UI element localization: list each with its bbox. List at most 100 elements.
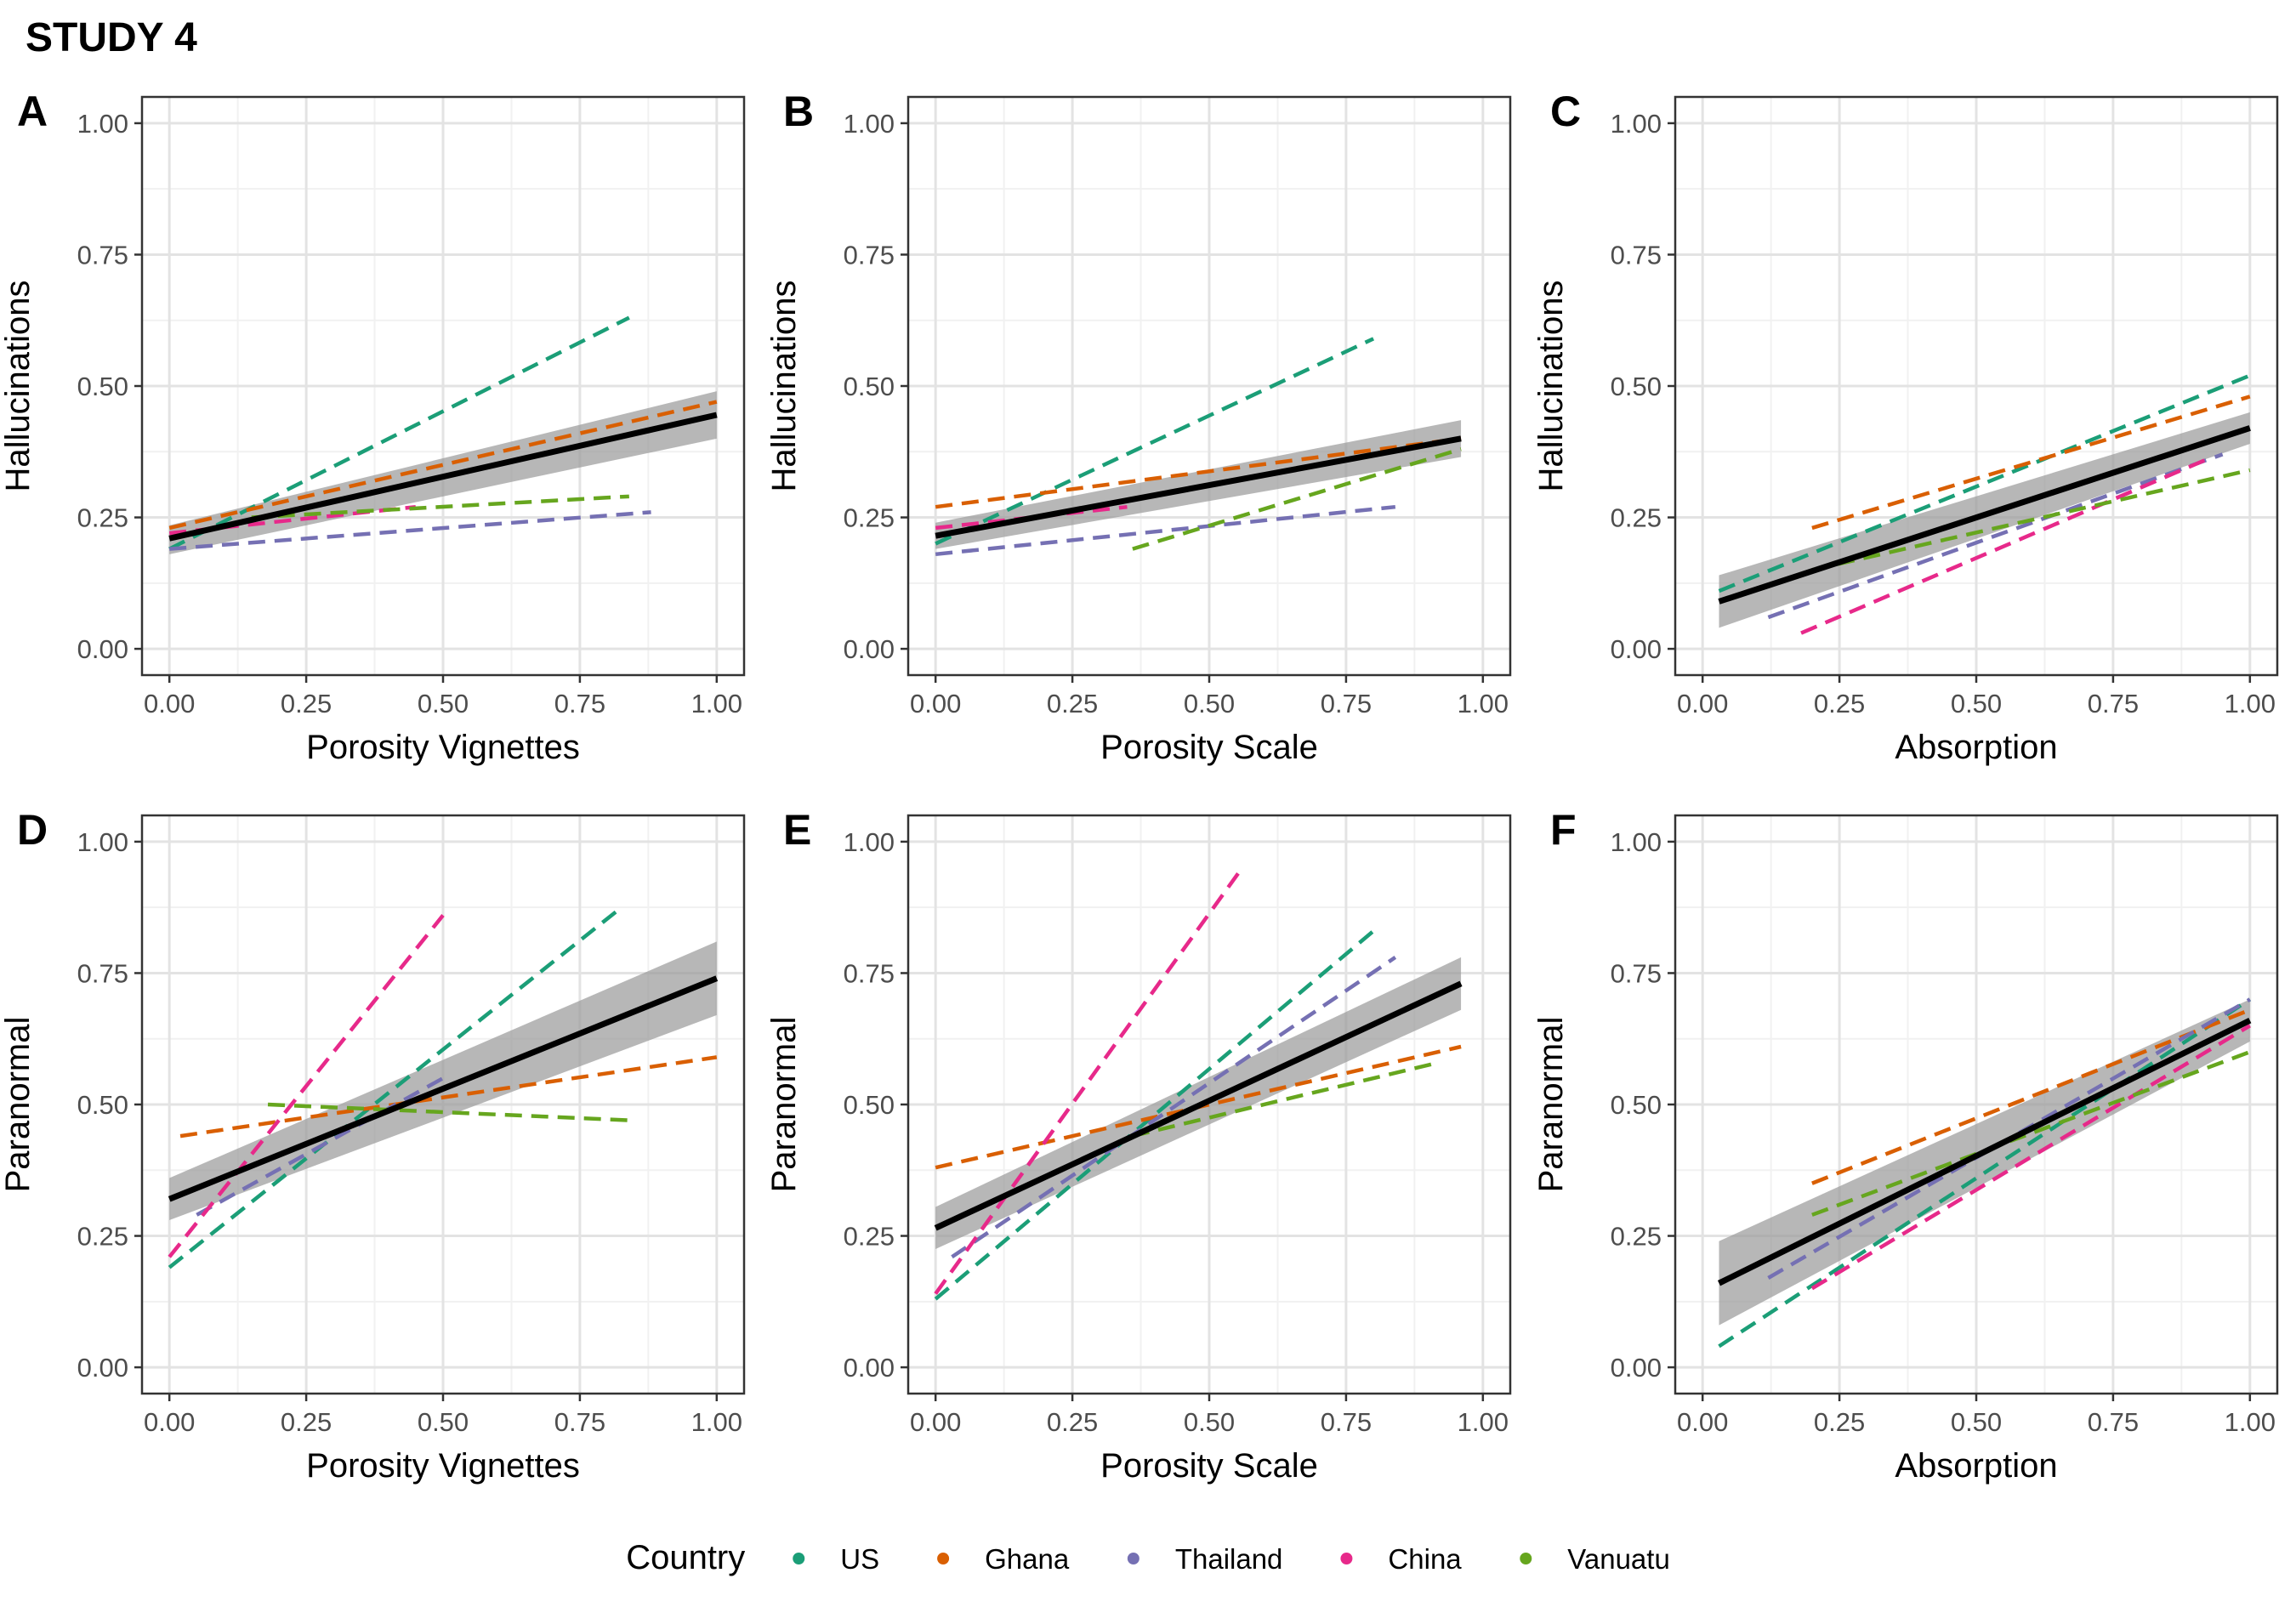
x-tick-label: 1.00 [1458, 1407, 1509, 1437]
y-tick-label: 1.00 [1611, 109, 1662, 139]
x-tick-label: 0.00 [1677, 689, 1728, 718]
panel-b: 0.00 0.25 0.50 0.75 1.00 0.00 0.25 0.50 0.75 1.00… [765, 88, 1512, 766]
study-title: STUDY 4 [26, 15, 197, 60]
x-tick-label: 0.75 [554, 689, 605, 718]
overall-fit-line [934, 980, 1463, 1231]
grid [1675, 97, 2277, 675]
legend-label-ghana: Ghana [985, 1543, 1070, 1575]
x-tick-label: 0.00 [144, 1407, 195, 1437]
legend-label-china: China [1388, 1543, 1462, 1575]
fit-line-ghana [179, 1055, 718, 1139]
legend-label-vanuatu: Vanuatu [1567, 1543, 1670, 1575]
y-tick-label: 0.00 [1611, 1353, 1662, 1383]
grid [142, 97, 744, 675]
y-tick-label: 0.75 [844, 240, 895, 270]
overall-fit-line [168, 975, 719, 1202]
legend-key-vanuatu [1520, 1553, 1532, 1564]
x-tick-label: 0.50 [418, 689, 469, 718]
x-tick-label: 0.50 [1184, 689, 1235, 718]
y-tick-label: 0.75 [77, 240, 128, 270]
overall-fit-ci-ribbon [1719, 999, 2250, 1326]
x-tick-label: 0.00 [1677, 1407, 1728, 1437]
legend-key-ghana [937, 1553, 950, 1564]
panel-letter: D [17, 806, 48, 854]
y-tick-label: 0.00 [77, 634, 128, 664]
x-tick-label: 0.75 [2088, 1407, 2139, 1437]
panel-a: 0.00 0.25 0.50 0.75 1.00 0.00 0.25 0.50 0.75 1.00… [0, 88, 746, 766]
x-tick-label: 0.50 [418, 1407, 469, 1437]
x-tick-label: 0.25 [281, 689, 332, 718]
fit-line-vanuatu [251, 494, 629, 520]
fit-line-thailand [169, 510, 651, 551]
fit-line-us [168, 908, 620, 1269]
panel-letter: A [17, 88, 48, 135]
legend-key-us [793, 1553, 805, 1564]
x-tick-label: 0.75 [554, 1407, 605, 1437]
y-tick-label: 0.25 [844, 1222, 895, 1252]
overall-fit-line [935, 435, 1462, 539]
overall-fit-ci-ribbon [1719, 412, 2250, 628]
y-tick-label: 1.00 [844, 109, 895, 139]
y-axis-title: Paranormal [1532, 1017, 1570, 1193]
y-tick-label: 1.00 [77, 109, 128, 139]
fit-line-china [1810, 1024, 2251, 1291]
x-tick-label: 1.00 [2225, 1407, 2276, 1437]
x-tick-label: 0.25 [1047, 1407, 1098, 1437]
legend-items: US Ghana Thailand China Vanuatu [793, 1543, 1670, 1575]
legend-key-thailand [1127, 1553, 1139, 1564]
panel-d: 0.00 0.25 0.50 0.75 1.00 0.00 0.25 0.50 0.75 1.00… [0, 806, 746, 1485]
x-tick-label: 0.75 [1321, 1407, 1372, 1437]
fit-line-vanuatu [1811, 468, 2251, 572]
x-tick-label: 1.00 [691, 689, 742, 718]
x-axis-title: Porosity Vignettes [306, 729, 580, 766]
panel-f: 0.00 0.25 0.50 0.75 1.00 0.00 0.25 0.50 0.75 1.00… [1532, 806, 2279, 1485]
panel-e: 0.00 0.25 0.50 0.75 1.00 0.00 0.25 0.50 0.75 1.00… [765, 806, 1512, 1485]
panel-letter: B [783, 88, 814, 135]
fit-line-us [1718, 373, 2251, 593]
legend-label-thailand: Thailand [1175, 1543, 1283, 1575]
x-axis-title: Absorption [1895, 1447, 2057, 1485]
fit-line-thailand [1767, 452, 2224, 620]
y-tick-label: 0.50 [1611, 372, 1662, 401]
x-tick-label: 0.75 [1321, 689, 1372, 718]
legend-label-us: US [840, 1543, 879, 1575]
y-tick-label: 0.50 [1611, 1090, 1662, 1120]
legend-title: Country [626, 1539, 745, 1576]
overall-fit-line [1717, 1017, 2252, 1286]
x-tick-label: 0.25 [1814, 689, 1865, 718]
fit-line-ghana [1811, 395, 2251, 531]
y-tick-label: 0.25 [1611, 503, 1662, 533]
y-tick-label: 0.25 [77, 503, 128, 533]
x-tick-label: 0.50 [1184, 1407, 1235, 1437]
fit-line-us [934, 929, 1375, 1301]
y-tick-label: 0.50 [844, 1090, 895, 1120]
fit-line-us [935, 337, 1375, 546]
x-tick-label: 0.25 [281, 1407, 332, 1437]
x-tick-label: 0.25 [1814, 1407, 1865, 1437]
y-tick-label: 1.00 [1611, 827, 1662, 857]
y-tick-label: 0.00 [77, 1353, 128, 1383]
y-tick-label: 0.50 [77, 1090, 128, 1120]
y-tick-label: 0.75 [844, 958, 895, 988]
x-tick-label: 0.00 [910, 1407, 961, 1437]
y-tick-label: 1.00 [844, 827, 895, 857]
x-tick-label: 1.00 [1458, 689, 1509, 718]
x-axis-title: Porosity Vignettes [306, 1447, 580, 1485]
fit-line-vanuatu [1132, 447, 1462, 551]
y-tick-label: 0.50 [844, 372, 895, 401]
panels-group: 0.00 0.25 0.50 0.75 1.00 0.00 0.25 0.50 0.75 1.00… [0, 88, 2279, 1485]
y-axis-title: Hallucinations [1532, 280, 1570, 491]
x-tick-label: 0.25 [1047, 689, 1098, 718]
y-axis-title: Hallucinations [765, 280, 803, 491]
y-axis-title: Hallucinations [0, 280, 37, 491]
y-tick-label: 0.75 [1611, 240, 1662, 270]
fit-line-china [168, 914, 445, 1258]
fit-line-china [934, 866, 1244, 1295]
fit-line-us [1718, 997, 2252, 1349]
fit-line-china [1800, 457, 2208, 635]
grid [908, 815, 1510, 1394]
x-axis-title: Absorption [1895, 729, 2057, 766]
x-tick-label: 0.50 [1951, 1407, 2002, 1437]
x-tick-label: 1.00 [691, 1407, 742, 1437]
